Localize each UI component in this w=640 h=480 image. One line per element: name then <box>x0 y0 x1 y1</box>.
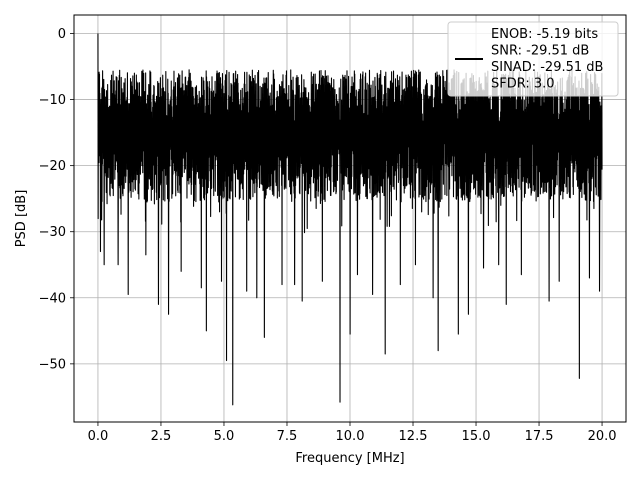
x-tick-label: 17.5 <box>525 429 554 444</box>
y-tick-label: −40 <box>39 291 66 306</box>
y-tick-label: −50 <box>39 357 66 372</box>
y-tick-label: 0 <box>58 27 66 42</box>
y-axis: 0 −10 −20 −30 −40 −50 <box>39 27 74 372</box>
legend: ENOB: -5.19 bits SNR: -29.51 dB SINAD: -… <box>447 21 619 97</box>
series-layer <box>97 33 603 406</box>
psd-trace <box>97 33 603 406</box>
y-tick-label: −10 <box>39 93 66 108</box>
x-tick-label: 15.0 <box>462 429 491 444</box>
x-tick-label: 20.0 <box>588 429 617 444</box>
legend-text-sfdr: SFDR: 3.0 <box>491 77 555 92</box>
x-tick-label: 2.5 <box>151 429 172 444</box>
legend-text-sinad: SINAD: -29.51 dB <box>491 60 603 75</box>
x-tick-label: 0.0 <box>88 429 109 444</box>
legend-text-snr: SNR: -29.51 dB <box>491 44 589 59</box>
legend-text-enob: ENOB: -5.19 bits <box>491 27 598 42</box>
x-tick-label: 10.0 <box>336 429 365 444</box>
x-axis: 0.0 2.5 5.0 7.5 10.0 12.5 15.0 17.5 20.0 <box>88 422 617 444</box>
y-tick-label: −30 <box>39 225 66 240</box>
x-tick-label: 7.5 <box>277 429 298 444</box>
y-tick-label: −20 <box>39 159 66 174</box>
x-tick-label: 5.0 <box>214 429 235 444</box>
x-axis-label: Frequency [MHz] <box>295 451 404 466</box>
x-tick-label: 12.5 <box>399 429 428 444</box>
legend-box <box>447 21 619 97</box>
y-axis-label: PSD [dB] <box>14 190 29 248</box>
